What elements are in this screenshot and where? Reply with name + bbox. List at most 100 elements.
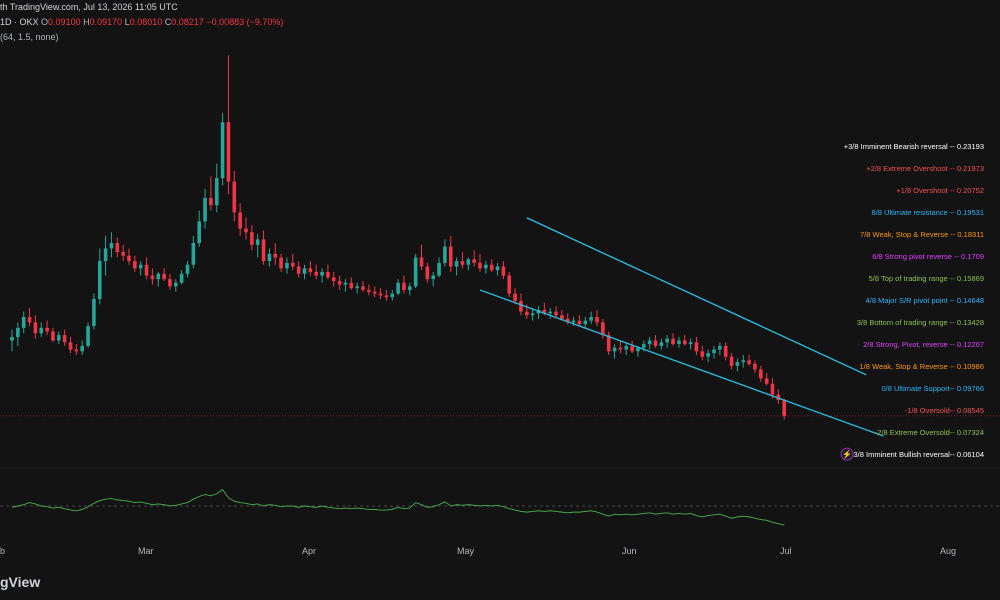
header-ohlc-line: 1D · OKX O0.09100 H0.09170 L0.08010 C0.0… <box>0 17 283 27</box>
candle-body <box>133 261 137 269</box>
candle-body <box>466 259 471 265</box>
candle-body <box>630 345 634 352</box>
candle-body <box>127 255 131 262</box>
candle-body <box>601 322 605 336</box>
candle-body <box>51 331 55 341</box>
candle-body <box>314 271 318 276</box>
murrey-level-label: +1/8 Overshoot -- 0.20752 <box>896 186 984 195</box>
candle-body <box>174 282 178 287</box>
candle-body <box>320 271 324 276</box>
chart-header: th TradingView.com, Jul 13, 2026 11:05 U… <box>0 0 1000 46</box>
candle-body <box>279 257 283 269</box>
candle-body <box>384 295 389 298</box>
candle-body <box>74 349 79 352</box>
candle-body <box>718 345 722 350</box>
murrey-level-label: 3/8 Bottom of trading range -- 0.13428 <box>857 318 984 327</box>
candle-body <box>437 262 441 276</box>
ohlc-high-label: H <box>83 17 90 27</box>
candle-body <box>168 279 172 287</box>
murrey-level-label: 4/8 Major S/R pivot point -- 0.14648 <box>866 296 984 305</box>
candle-body <box>396 282 400 294</box>
candle-body <box>261 239 266 262</box>
candle-body <box>361 286 365 290</box>
candle-body <box>770 383 775 395</box>
candle-body <box>741 360 746 363</box>
price-chart[interactable]: +3/8 Imminent Bearish reversal -- 0.2319… <box>0 0 1000 562</box>
x-tick-label: Apr <box>302 546 317 556</box>
candle-body <box>355 286 359 289</box>
candle-body <box>682 340 687 345</box>
candle-body <box>150 275 155 280</box>
candle-body <box>162 273 166 280</box>
x-tick-label: b <box>0 546 6 556</box>
candle-body <box>296 266 301 274</box>
candle-body <box>250 232 254 245</box>
candle-body <box>68 342 73 350</box>
candle-body <box>478 262 482 269</box>
candle-body <box>267 253 272 262</box>
ohlc-open-label: O <box>41 17 49 27</box>
candle-body <box>606 335 611 352</box>
candle-body <box>565 318 570 323</box>
candle-body <box>583 320 588 325</box>
candle-body <box>443 246 447 263</box>
candle-body <box>214 178 219 206</box>
candle-body <box>560 315 564 319</box>
candle-body <box>343 282 348 285</box>
candle-body <box>16 327 20 337</box>
candle-body <box>484 264 488 269</box>
candle-body <box>677 340 681 345</box>
ohlc-high-value: 0.09170 <box>89 17 123 27</box>
candle-body <box>367 289 371 292</box>
candle-body <box>285 262 289 269</box>
candle-body <box>413 257 418 287</box>
candle-body <box>115 243 120 253</box>
candle-body <box>530 313 535 316</box>
candle-body <box>27 317 32 323</box>
candle-body <box>302 268 307 274</box>
murrey-level-label: 5/8 Top of trading range -- 0.15869 <box>869 274 984 283</box>
candle-body <box>595 317 599 323</box>
murrey-level-label: +3/8 Imminent Bearish reversal -- 0.2319… <box>844 142 984 151</box>
candle-body <box>185 264 190 274</box>
candle-body <box>103 248 108 262</box>
candle-body <box>712 349 716 354</box>
header-symbol-interval: 1D · OKX <box>0 17 39 27</box>
candle-body <box>782 400 786 416</box>
candle-body <box>659 342 664 346</box>
candle-body <box>653 340 658 346</box>
rsi-line <box>11 489 785 526</box>
candle-body <box>419 257 424 267</box>
x-tick-label: Aug <box>940 546 957 556</box>
candle-body <box>624 345 629 350</box>
footer-bar <box>0 562 1000 600</box>
candle-body <box>612 347 617 352</box>
candle-body <box>671 338 675 345</box>
candle-body <box>10 336 14 341</box>
murrey-level-label: 6/8 Strong pivot reverse -- 0.1709 <box>872 252 984 261</box>
candle-body <box>729 356 734 366</box>
ohlc-open-value: 0.09100 <box>48 17 81 27</box>
candle-body <box>495 266 500 271</box>
ohlc-close-label: C <box>164 17 172 27</box>
candle-body <box>571 320 576 323</box>
candle-body <box>378 293 383 296</box>
candle-body <box>238 212 242 229</box>
candle-body <box>747 360 751 364</box>
candle-body <box>735 362 740 366</box>
candle-body <box>191 243 196 265</box>
candle-body <box>753 363 757 370</box>
candle-body <box>759 369 763 379</box>
candle-body <box>308 268 313 272</box>
candle-body <box>489 264 494 271</box>
x-tick-label: Jul <box>780 546 792 556</box>
murrey-level-label: 8/8 Ultimate resistance -- 0.19531 <box>871 208 984 217</box>
candle-body <box>337 280 342 285</box>
candle-body <box>454 261 459 267</box>
candle-body <box>244 228 248 233</box>
channel-upper-line <box>526 217 867 376</box>
candle-body <box>723 345 728 357</box>
candle-body <box>589 317 593 321</box>
tradingview-brand[interactable]: gView <box>0 574 41 590</box>
candle-body <box>255 239 260 245</box>
